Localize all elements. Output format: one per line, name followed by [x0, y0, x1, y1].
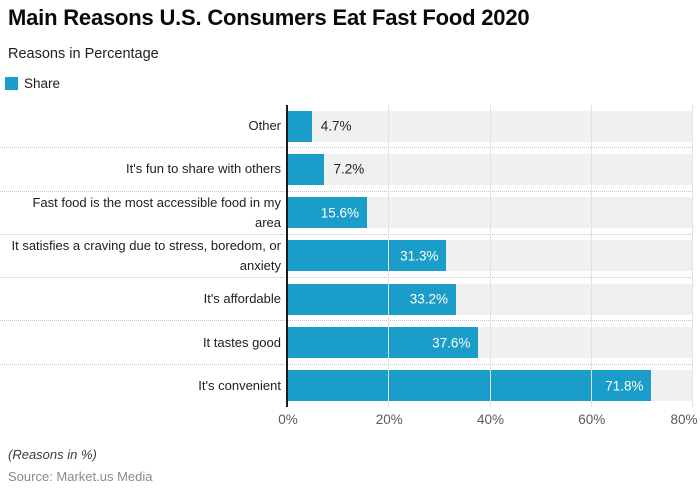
bar-track-wrap: 15.6% — [288, 192, 693, 234]
value-label: 71.8% — [605, 378, 644, 394]
category-label: It's affordable — [203, 291, 281, 307]
value-label: 4.7% — [320, 118, 352, 134]
footnote: (Reasons in %) — [8, 447, 97, 462]
bar-track: 15.6% — [288, 197, 693, 229]
bar-row: It's convenient 71.8% — [0, 363, 693, 407]
value-label: 7.2% — [333, 161, 365, 177]
bar-row: It's fun to share with others 7.2% — [0, 147, 693, 190]
bar-row: Fast food is the most accessible food in… — [0, 190, 693, 234]
bar-row: Other 4.7% — [0, 105, 693, 147]
x-axis: 0% 20% 40% 60% 80% — [0, 412, 700, 432]
category-label: Other — [248, 118, 281, 134]
bar-track-wrap: 7.2% — [288, 148, 693, 190]
bar-track: 71.8% — [288, 370, 693, 402]
chart-subtitle: Reasons in Percentage — [8, 46, 159, 62]
bar-rows: Other 4.7% It's fun to share with others 7.… — [0, 105, 693, 407]
value-label: 31.3% — [400, 248, 439, 264]
category-label: Fast food is the most accessible food in… — [32, 194, 281, 230]
bar-track: 4.7% — [288, 110, 693, 142]
value-label: 33.2% — [409, 291, 449, 307]
legend-label: Share — [24, 76, 61, 91]
bar-row: It tastes good 37.6% — [0, 320, 693, 363]
value-label: 15.6% — [320, 205, 359, 221]
y-axis-line — [286, 105, 288, 407]
bar-share[interactable]: 71.8% — [288, 370, 652, 402]
gridline-80 — [692, 105, 693, 407]
gridline-60 — [590, 105, 592, 407]
x-tick-label: 80% — [670, 412, 698, 427]
bar-share[interactable]: 33.2% — [288, 283, 457, 315]
gridline-20 — [388, 105, 390, 407]
bar-track-wrap: 33.2% — [288, 278, 693, 320]
bar-share[interactable] — [288, 110, 312, 142]
bar-track-wrap: 71.8% — [288, 365, 693, 407]
bar-track: 7.2% — [288, 153, 693, 185]
legend-swatch-icon — [5, 77, 18, 90]
bar-track-wrap: 31.3% — [288, 235, 693, 277]
bar-share[interactable] — [288, 153, 325, 185]
category-label: It satisfies a craving due to stress, bo… — [11, 237, 281, 273]
plot-area: Other 4.7% It's fun to share with others 7.… — [0, 105, 693, 407]
gridline-40 — [489, 105, 491, 407]
bar-row: It's affordable 33.2% — [0, 277, 693, 320]
legend-item-share[interactable]: Share — [5, 76, 60, 91]
x-tick-label: 0% — [278, 412, 298, 427]
bar-track: 31.3% — [288, 240, 693, 272]
bar-track-wrap: 4.7% — [288, 105, 693, 147]
bar-track-wrap: 37.6% — [288, 321, 693, 363]
bar-row: It satisfies a craving due to stress, bo… — [0, 233, 693, 277]
bar-share[interactable]: 31.3% — [288, 240, 447, 272]
bar-share[interactable]: 37.6% — [288, 327, 479, 359]
chart-title: Main Reasons U.S. Consumers Eat Fast Foo… — [8, 5, 530, 30]
x-tick-label: 60% — [578, 412, 606, 427]
x-tick-label: 40% — [476, 412, 505, 427]
bar-share[interactable]: 15.6% — [288, 197, 367, 229]
category-label: It tastes good — [202, 334, 281, 350]
x-tick-label: 20% — [375, 412, 403, 427]
bar-track: 37.6% — [288, 327, 693, 359]
value-label: 37.6% — [432, 335, 471, 351]
category-label: It's convenient — [198, 377, 281, 393]
bar-track: 33.2% — [288, 283, 693, 315]
source-credit: Source: Market.us Media — [8, 469, 153, 484]
category-label: It's fun to share with others — [126, 161, 281, 177]
